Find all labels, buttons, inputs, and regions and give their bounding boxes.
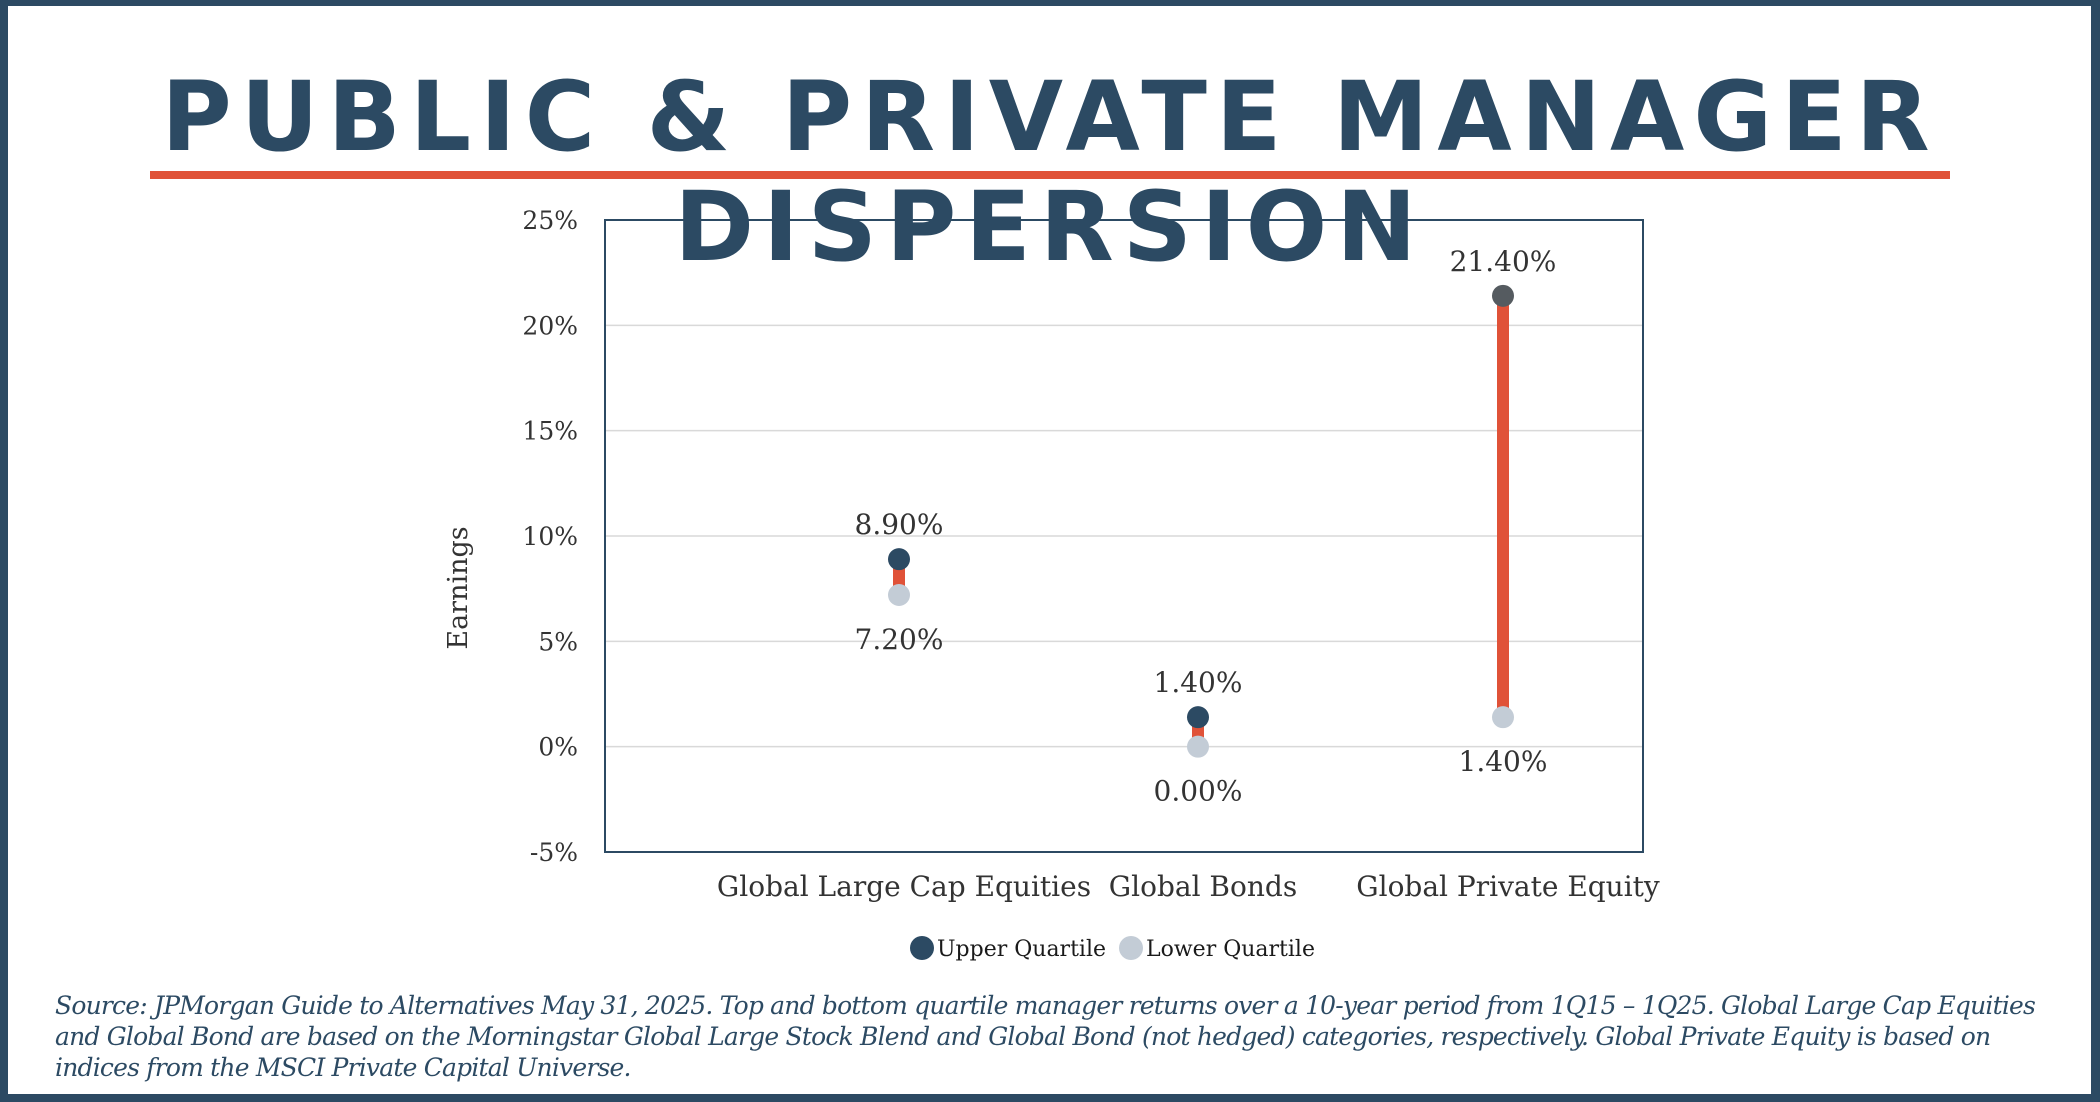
slide-background (8, 6, 2091, 1094)
title-underline (150, 171, 1950, 179)
y-tick-label: 20% (522, 311, 578, 340)
upper-quartile-label: 1.40% (1154, 666, 1243, 699)
lower-quartile-point (1187, 735, 1209, 758)
lower-quartile-point (1492, 706, 1514, 729)
x-category-label: Global Bonds (1109, 870, 1297, 903)
upper-quartile-label: 8.90% (855, 508, 944, 541)
x-category-labels: Global Large Cap Equities Global Bonds Glo… (717, 870, 1660, 903)
data-labels: 8.90% 7.20% 1.40% 0.00% 21.40% 1.40% (855, 245, 1557, 808)
lower-quartile-label: 0.00% (1154, 775, 1243, 808)
legend-lower-quartile-marker (1119, 936, 1143, 960)
upper-quartile-point (1187, 706, 1209, 729)
y-tick-label: -5% (530, 838, 578, 867)
y-tick-labels: -5% 0% 5% 10% 15% 20% 25% (522, 206, 578, 867)
data-points (888, 284, 1514, 758)
y-tick-label: 25% (522, 206, 578, 235)
legend: Upper Quartile Lower Quartile (910, 936, 1315, 962)
legend-lower-quartile-label: Lower Quartile (1146, 937, 1315, 962)
y-tick-label: 5% (538, 627, 578, 656)
legend-upper-quartile-marker (910, 936, 934, 960)
x-category-label: Global Large Cap Equities (717, 870, 1091, 903)
page-title: PUBLIC & PRIVATE MANAGER DISPERSION (161, 61, 1939, 283)
upper-quartile-point (888, 548, 910, 571)
source-note: Source: JPMorgan Guide to Alternatives M… (55, 991, 2036, 1082)
y-tick-label: 10% (522, 522, 578, 551)
y-axis-label: Earnings (443, 526, 474, 649)
legend-upper-quartile-label: Upper Quartile (937, 937, 1106, 962)
lower-quartile-point (888, 583, 910, 606)
y-tick-label: 0% (538, 733, 578, 762)
plot-area-border (604, 219, 1644, 853)
y-tick-label: 15% (522, 417, 578, 446)
lower-quartile-label: 7.20% (855, 623, 944, 656)
upper-quartile-point (1492, 284, 1514, 307)
x-category-label: Global Private Equity (1356, 870, 1660, 903)
upper-quartile-label: 21.40% (1450, 245, 1557, 278)
grid-lines (605, 324, 1643, 748)
lower-quartile-label: 1.40% (1459, 745, 1548, 778)
